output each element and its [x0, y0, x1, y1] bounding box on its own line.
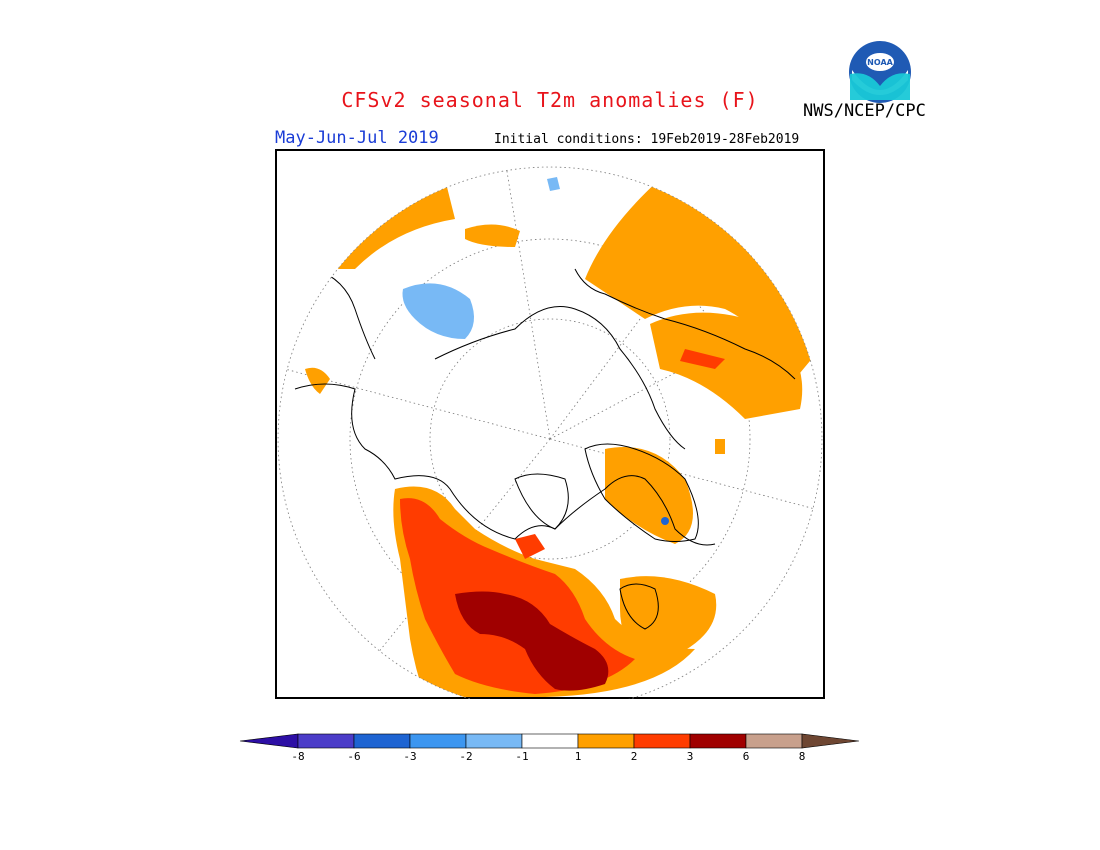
colorbar-label: -6	[347, 750, 360, 763]
map-boundary-circle	[277, 166, 823, 699]
colorbar-label: -8	[291, 750, 304, 763]
colorbar-cell	[521, 733, 579, 749]
colorbar-arrow-low	[239, 733, 299, 749]
noaa-logo-text: NOAA	[867, 58, 893, 67]
colorbar-label: 1	[575, 750, 582, 763]
forecast-period: May-Jun-Jul 2019	[275, 128, 439, 148]
colorbar-label: 8	[799, 750, 806, 763]
colorbar-label: -1	[515, 750, 528, 763]
colorbar-cell	[409, 733, 467, 749]
agency-label: NWS/NCEP/CPC	[803, 101, 926, 121]
colorbar-cell	[745, 733, 803, 749]
anomaly-darkred	[455, 591, 609, 691]
colorbar-label: -3	[403, 750, 416, 763]
colorbar-label: 3	[687, 750, 694, 763]
colorbar-cell	[353, 733, 411, 749]
colorbar-cell	[297, 733, 355, 749]
colorbar-label: 6	[743, 750, 750, 763]
colorbar-cell	[689, 733, 747, 749]
chart-title: CFSv2 seasonal T2m anomalies (F)	[341, 88, 759, 112]
colorbar-label: 2	[631, 750, 638, 763]
colorbar: -8 -6 -3 -2 -1 1 2 3 6 8	[239, 733, 860, 763]
colorbar-cell	[577, 733, 635, 749]
anomaly-blue	[402, 167, 669, 525]
colorbar-cell	[465, 733, 523, 749]
colorbar-cell	[633, 733, 691, 749]
colorbar-label: -2	[459, 750, 472, 763]
colorbar-arrow-high	[801, 733, 860, 749]
polar-map	[275, 149, 825, 699]
noaa-logo: NOAA	[849, 41, 911, 103]
initial-conditions: Initial conditions: 19Feb2019-28Feb2019	[494, 132, 800, 147]
land-outlines	[294, 268, 796, 630]
